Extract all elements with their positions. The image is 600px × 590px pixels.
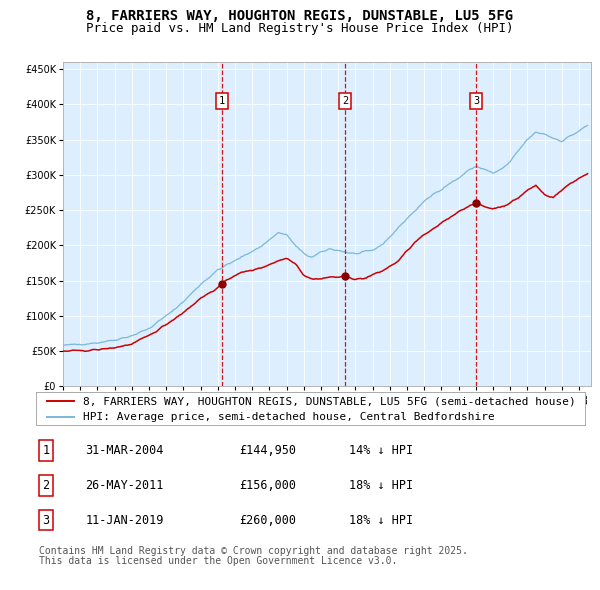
Text: 3: 3 xyxy=(43,514,49,527)
Text: 26-MAY-2011: 26-MAY-2011 xyxy=(85,478,164,492)
Text: 2: 2 xyxy=(342,96,348,106)
Text: £260,000: £260,000 xyxy=(239,514,296,527)
Text: 14% ↓ HPI: 14% ↓ HPI xyxy=(349,444,413,457)
Text: Contains HM Land Registry data © Crown copyright and database right 2025.: Contains HM Land Registry data © Crown c… xyxy=(39,546,468,556)
Text: 11-JAN-2019: 11-JAN-2019 xyxy=(85,514,164,527)
Text: 2: 2 xyxy=(43,478,49,492)
Text: This data is licensed under the Open Government Licence v3.0.: This data is licensed under the Open Gov… xyxy=(39,556,397,566)
Text: Price paid vs. HM Land Registry's House Price Index (HPI): Price paid vs. HM Land Registry's House … xyxy=(86,22,514,35)
Text: £144,950: £144,950 xyxy=(239,444,296,457)
Text: 18% ↓ HPI: 18% ↓ HPI xyxy=(349,514,413,527)
Text: 18% ↓ HPI: 18% ↓ HPI xyxy=(349,478,413,492)
Text: HPI: Average price, semi-detached house, Central Bedfordshire: HPI: Average price, semi-detached house,… xyxy=(83,412,494,422)
Text: 1: 1 xyxy=(219,96,225,106)
Text: £156,000: £156,000 xyxy=(239,478,296,492)
Text: 3: 3 xyxy=(473,96,479,106)
Text: 31-MAR-2004: 31-MAR-2004 xyxy=(85,444,164,457)
Text: 1: 1 xyxy=(43,444,49,457)
Text: 8, FARRIERS WAY, HOUGHTON REGIS, DUNSTABLE, LU5 5FG: 8, FARRIERS WAY, HOUGHTON REGIS, DUNSTAB… xyxy=(86,9,514,23)
Text: 8, FARRIERS WAY, HOUGHTON REGIS, DUNSTABLE, LU5 5FG (semi-detached house): 8, FARRIERS WAY, HOUGHTON REGIS, DUNSTAB… xyxy=(83,396,575,406)
